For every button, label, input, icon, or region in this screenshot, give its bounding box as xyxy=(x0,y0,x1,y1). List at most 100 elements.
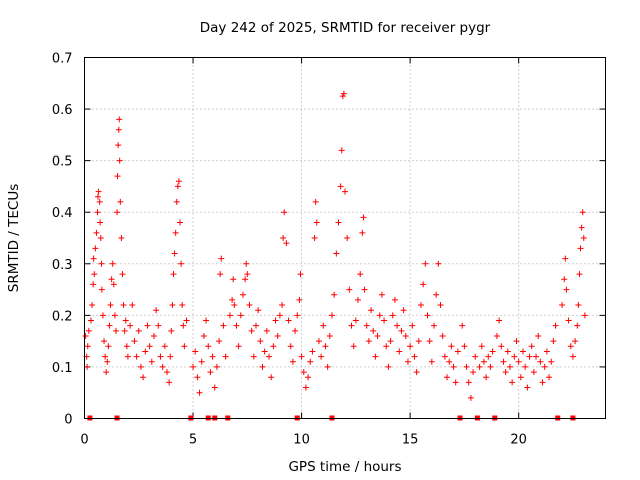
data-point xyxy=(520,348,527,355)
data-point xyxy=(180,322,187,329)
data-point xyxy=(506,363,513,370)
data-point xyxy=(433,291,440,298)
data-point xyxy=(167,353,174,360)
data-point xyxy=(233,322,240,329)
data-point xyxy=(169,302,176,309)
data-point xyxy=(92,245,99,252)
data-point xyxy=(179,302,186,309)
data-point xyxy=(220,322,227,329)
y-tick-label: 0.7 xyxy=(52,52,73,67)
data-point xyxy=(535,332,542,339)
data-point xyxy=(437,302,444,309)
data-point xyxy=(318,353,325,360)
data-point xyxy=(511,353,518,360)
data-point xyxy=(171,250,178,257)
data-point xyxy=(396,348,403,355)
data-point xyxy=(565,317,572,324)
data-point xyxy=(114,173,121,180)
data-point xyxy=(307,358,314,365)
data-point xyxy=(509,379,516,386)
data-point xyxy=(244,271,251,278)
data-point xyxy=(117,198,124,205)
data-point xyxy=(526,353,533,360)
data-point xyxy=(496,317,503,324)
data-point xyxy=(539,379,546,386)
data-point xyxy=(561,276,568,283)
data-point xyxy=(350,343,357,350)
data-point xyxy=(94,209,101,216)
data-point xyxy=(235,343,242,350)
data-point xyxy=(577,245,584,252)
data-point xyxy=(111,312,118,319)
data-point xyxy=(470,369,477,376)
data-point xyxy=(476,363,483,370)
data-point xyxy=(365,338,372,345)
data-point xyxy=(467,394,474,401)
data-point xyxy=(417,302,424,309)
data-point xyxy=(543,348,550,355)
data-point xyxy=(297,271,304,278)
data-point xyxy=(357,271,364,278)
data-point xyxy=(91,271,98,278)
y-axis-title: SRMTID / TECUs xyxy=(6,184,22,292)
data-point xyxy=(541,363,548,370)
data-point xyxy=(121,327,128,334)
data-point xyxy=(259,363,266,370)
data-points xyxy=(82,90,588,401)
data-point xyxy=(137,363,144,370)
data-point xyxy=(420,281,427,288)
data-point xyxy=(335,219,342,226)
data-point xyxy=(211,384,218,391)
data-point xyxy=(487,363,494,370)
data-point xyxy=(266,353,273,360)
data-point xyxy=(115,126,122,133)
data-point xyxy=(272,317,279,324)
y-tick-label: 0.6 xyxy=(52,103,73,118)
data-point xyxy=(96,198,103,205)
data-point xyxy=(411,353,418,360)
data-point xyxy=(90,255,97,262)
data-point xyxy=(320,322,327,329)
data-point xyxy=(159,363,166,370)
data-point xyxy=(172,229,179,236)
data-point xyxy=(190,363,197,370)
data-point xyxy=(333,250,340,257)
data-point xyxy=(459,322,466,329)
data-point xyxy=(280,235,287,241)
data-point xyxy=(274,332,281,339)
data-point xyxy=(116,116,123,123)
y-tick-label: 0.5 xyxy=(52,155,73,170)
data-point xyxy=(90,281,97,288)
data-point xyxy=(200,332,207,339)
data-point xyxy=(142,348,149,355)
data-point xyxy=(229,296,236,303)
data-point xyxy=(248,327,255,334)
data-point xyxy=(348,322,355,329)
data-point xyxy=(346,286,353,293)
data-point xyxy=(394,322,401,329)
data-point xyxy=(448,343,455,350)
data-point xyxy=(391,296,398,303)
data-point xyxy=(112,327,119,334)
data-point xyxy=(153,307,160,314)
y-tick-label: 0.3 xyxy=(52,258,73,273)
data-point xyxy=(533,353,540,360)
data-point xyxy=(88,317,95,324)
data-point xyxy=(85,327,92,334)
data-point xyxy=(439,332,446,339)
data-point xyxy=(340,90,347,97)
data-point xyxy=(263,327,270,334)
data-point xyxy=(344,235,351,241)
data-point xyxy=(237,312,244,319)
data-point xyxy=(435,260,442,267)
data-point xyxy=(146,343,153,350)
data-point xyxy=(415,338,422,345)
data-point xyxy=(452,379,459,386)
data-point xyxy=(302,384,309,391)
data-point xyxy=(339,93,346,100)
data-point xyxy=(127,322,134,329)
data-point xyxy=(424,312,431,319)
data-point xyxy=(250,353,257,360)
data-point xyxy=(105,343,112,350)
